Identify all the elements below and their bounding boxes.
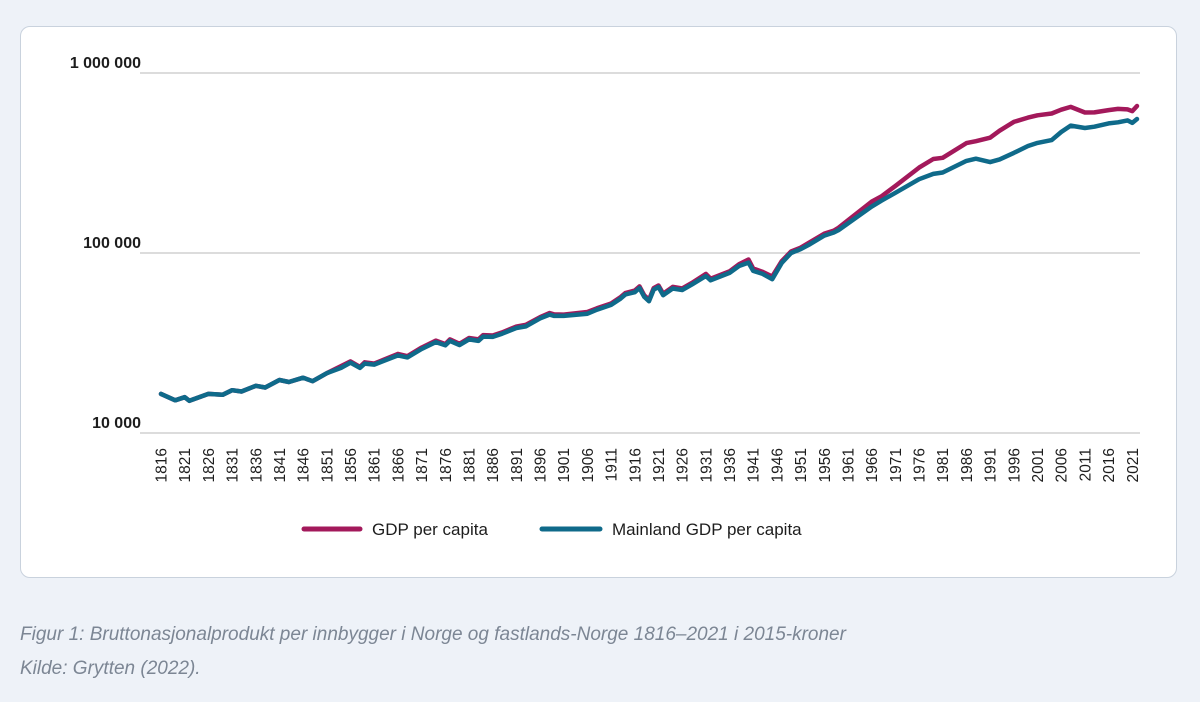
x-tick-label: 1966 (864, 448, 881, 482)
x-tick-label: 1961 (840, 448, 857, 482)
x-tick-label: 2001 (1030, 448, 1047, 482)
chart-card (20, 26, 1177, 578)
x-tick-label: 1951 (793, 448, 810, 482)
x-tick-label: 1826 (201, 448, 218, 482)
x-tick-label: 1831 (225, 448, 242, 482)
x-tick-label: 1866 (390, 448, 407, 482)
x-tick-label: 1941 (746, 448, 763, 482)
y-tick-label: 100 000 (83, 235, 141, 252)
x-tick-label: 1956 (817, 448, 834, 482)
x-tick-label: 1841 (272, 448, 289, 482)
x-tick-label: 1926 (675, 448, 692, 482)
legend-label-gdp: GDP per capita (372, 520, 488, 539)
y-tick-label: 1 000 000 (70, 55, 141, 72)
figure-caption: Figur 1: Bruttonasjonalprodukt per innby… (20, 624, 846, 645)
x-tick-label: 1871 (414, 448, 431, 482)
x-tick-label: 1851 (319, 448, 336, 482)
x-tick-label: 1886 (485, 448, 502, 482)
series-line-mainland-gdp (158, 116, 1140, 404)
x-tick-label: 1996 (1006, 448, 1023, 482)
x-tick-label: 2016 (1101, 448, 1118, 482)
x-tick-label: 1901 (556, 448, 573, 482)
y-tick-label: 10 000 (92, 415, 141, 432)
x-tick-label: 1881 (461, 448, 478, 482)
x-tick-label: 1921 (651, 448, 668, 482)
x-tick-label: 1821 (177, 448, 194, 482)
x-tick-label: 2011 (1077, 448, 1094, 481)
x-tick-label: 1916 (627, 448, 644, 482)
x-tick-label: 1891 (509, 448, 526, 482)
legend: GDP per capita Mainland GDP per capita (301, 520, 802, 539)
x-tick-label: 1861 (367, 448, 384, 482)
x-tick-label: 1856 (343, 448, 360, 482)
x-tick-label: 1991 (983, 448, 1000, 482)
x-tick-label: 1816 (154, 448, 171, 482)
x-tick-label: 1981 (935, 448, 952, 482)
x-tick-label: 2006 (1054, 448, 1071, 482)
legend-label-mainland-gdp: Mainland GDP per capita (612, 520, 802, 539)
x-tick-label: 1936 (722, 448, 739, 482)
x-tick-label: 1836 (248, 448, 265, 482)
x-tick-label: 1976 (912, 448, 929, 482)
gridlines (140, 72, 1140, 434)
x-tick-label: 1946 (769, 448, 786, 482)
x-axis-ticks: 1816 1821 1826 1831 1836 1841 1846 1851 1856 1861… (154, 448, 1142, 482)
x-tick-label: 1876 (438, 448, 455, 482)
x-tick-label: 1896 (533, 448, 550, 482)
x-tick-label: 1911 (604, 448, 621, 481)
x-tick-label: 1971 (888, 448, 905, 482)
y-axis-ticks: 10 000 100 000 1 000 000 (70, 55, 141, 432)
source-caption: Kilde: Grytten (2022). (20, 658, 201, 679)
x-tick-label: 1906 (580, 448, 597, 482)
x-tick-label: 1986 (959, 448, 976, 482)
x-tick-label: 1846 (296, 448, 313, 482)
x-tick-label: 1931 (698, 448, 715, 482)
x-tick-label: 2021 (1125, 448, 1142, 482)
series-lines (158, 103, 1140, 404)
